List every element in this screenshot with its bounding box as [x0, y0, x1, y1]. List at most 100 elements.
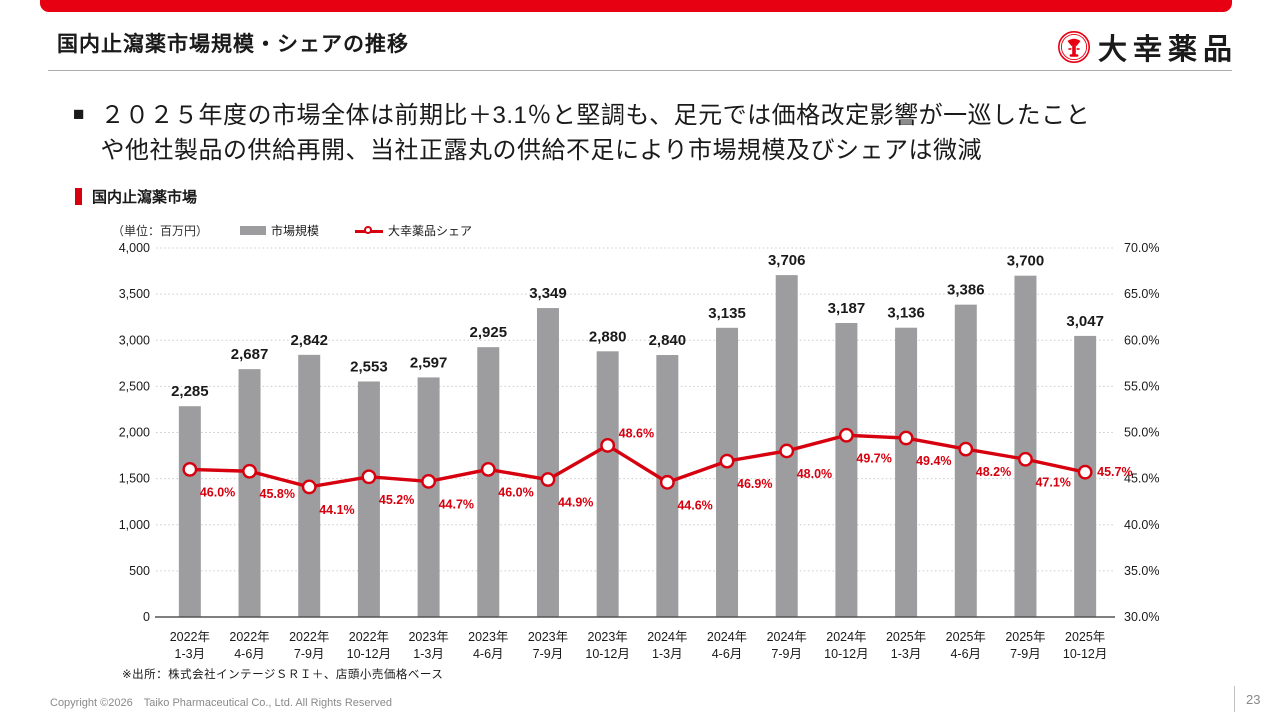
share-value-label: 44.7% [439, 497, 474, 511]
bar-value-label: 3,135 [708, 305, 746, 322]
share-value-label: 46.0% [498, 485, 533, 499]
x-tick-months: 10-12月 [585, 647, 629, 661]
bar-value-label: 3,136 [887, 305, 925, 322]
share-value-label: 46.9% [737, 477, 772, 491]
share-marker-15 [1077, 464, 1093, 480]
x-tick-months: 7-9月 [533, 647, 564, 661]
x-tick-year: 2024年 [707, 630, 747, 644]
right-axis-tick: 65.0% [1124, 287, 1159, 301]
x-tick-year: 2023年 [528, 630, 568, 644]
section-accent-bar [75, 188, 82, 205]
bar-value-label: 2,880 [589, 328, 627, 345]
x-tick-months: 7-9月 [294, 647, 325, 661]
left-axis-tick: 3,000 [119, 333, 150, 347]
chart-legend: （単位：百万円） 市場規模 大幸薬品シェア [112, 222, 508, 239]
x-tick-months: 7-9月 [771, 647, 802, 661]
share-value-label: 49.4% [916, 454, 951, 468]
share-marker-11 [839, 427, 854, 443]
section-title: 国内止瀉薬市場 [92, 189, 198, 206]
share-value-label: 44.9% [558, 496, 593, 510]
right-axis-tick: 40.0% [1124, 518, 1159, 532]
share-marker-7 [600, 438, 616, 453]
share-line [189, 433, 1086, 489]
left-axis-tick: 1,000 [119, 518, 150, 532]
share-value-label: 49.7% [856, 451, 891, 465]
company-logo: 大幸薬品 [1057, 26, 1238, 68]
share-marker-5 [480, 461, 496, 477]
right-axis-tick: 70.0% [1124, 241, 1159, 255]
share-marker-10 [779, 443, 795, 459]
bar-11 [835, 322, 858, 617]
x-tick-months: 1-3月 [891, 647, 922, 661]
legend-item-share: 大幸薬品シェア [355, 222, 472, 239]
x-tick-year: 2024年 [647, 630, 687, 644]
trumpet-emblem-icon [1057, 31, 1090, 63]
x-tick-months: 4-6月 [234, 647, 265, 661]
legend-item-market-size: 市場規模 [240, 222, 319, 239]
bar-1 [238, 369, 261, 617]
share-marker-6 [540, 472, 556, 487]
page-title: 国内止瀉薬市場規模・シェアの推移 [57, 33, 409, 56]
market-share-chart: 0 500 1,000 1,500 2,000 2,500 3,000 3,500 4,000 3… [0, 238, 1280, 683]
summary-line2: や他社製品の供給再開、当社正露丸の供給不足により市場規模及びシェアは微減 [100, 137, 983, 164]
bar-14 [1014, 275, 1037, 617]
right-axis-tick: 30.0% [1124, 610, 1159, 624]
line-swatch-icon [355, 225, 384, 237]
share-value-label: 45.2% [379, 493, 414, 507]
share-marker-13 [958, 441, 974, 457]
bar-9 [716, 327, 739, 617]
bar-5 [477, 347, 500, 617]
bar-value-label: 2,553 [350, 358, 388, 375]
bar-value-label: 2,597 [410, 354, 448, 371]
x-tick-months: 1-3月 [652, 647, 683, 661]
x-tick-year: 2025年 [1065, 630, 1105, 644]
bar-value-label: 2,285 [171, 383, 209, 400]
legend-label-market-size: 市場規模 [271, 224, 320, 238]
right-axis-tick: 45.0% [1124, 472, 1159, 486]
x-tick-months: 1-3月 [175, 647, 206, 661]
share-value-label: 45.7% [1097, 465, 1132, 479]
x-tick-year: 2022年 [289, 630, 329, 644]
source-footnote: ※出所：株式会社インテージＳＲＩ＋、店頭小売価格ベース [122, 669, 444, 681]
right-axis-tick: 60.0% [1124, 333, 1159, 347]
x-tick-year: 2023年 [588, 630, 628, 644]
chart-section-header: 国内止瀉薬市場 [75, 186, 197, 207]
x-tick-months: 10-12月 [347, 647, 391, 661]
bullet-square-icon: ■ [73, 104, 85, 125]
bar-12 [895, 327, 918, 617]
share-marker-14 [1018, 451, 1033, 467]
share-value-label: 44.6% [677, 498, 712, 512]
summary-text: ２０２５年度の市場全体は前期比＋3.1％と堅調も、足元では価格改定影響が一巡した… [100, 98, 1090, 168]
share-value-label: 45.8% [260, 487, 295, 501]
bar-value-label: 2,840 [649, 332, 687, 349]
top-accent-bar [40, 0, 1232, 12]
x-tick-year: 2024年 [767, 630, 807, 644]
left-axis-tick: 2,500 [119, 379, 150, 393]
page-number: 23 [1246, 692, 1261, 707]
share-marker-9 [719, 453, 735, 469]
bar-value-label: 3,706 [768, 252, 806, 269]
copyright-text: Copyright ©2026 Taiko Pharmaceutical Co.… [50, 697, 392, 709]
right-axis-tick: 55.0% [1124, 379, 1159, 393]
x-tick-year: 2022年 [170, 630, 210, 644]
x-tick-months: 4-6月 [473, 647, 504, 661]
share-marker-4 [421, 473, 436, 489]
axis-unit-note: （単位：百万円） [112, 224, 209, 238]
chart-canvas: 0 500 1,000 1,500 2,000 2,500 3,000 3,500 4,000 3… [119, 241, 1160, 661]
share-marker-0 [182, 461, 198, 477]
bar-value-label: 2,925 [470, 324, 508, 341]
share-value-label: 44.1% [319, 503, 354, 517]
page-number-divider [1234, 686, 1235, 712]
share-value-label: 48.6% [619, 426, 654, 440]
left-axis-tick: 3,500 [119, 287, 150, 301]
x-tick-year: 2025年 [946, 630, 986, 644]
left-axis-tick: 500 [129, 564, 150, 578]
bar-6 [536, 308, 559, 617]
x-tick-year: 2022年 [349, 630, 389, 644]
share-marker-12 [898, 430, 914, 446]
legend-label-share: 大幸薬品シェア [388, 224, 473, 238]
x-tick-year: 2023年 [468, 630, 508, 644]
x-tick-months: 10-12月 [824, 647, 868, 661]
x-tick-months: 7-9月 [1010, 647, 1041, 661]
share-marker-1 [242, 463, 257, 479]
